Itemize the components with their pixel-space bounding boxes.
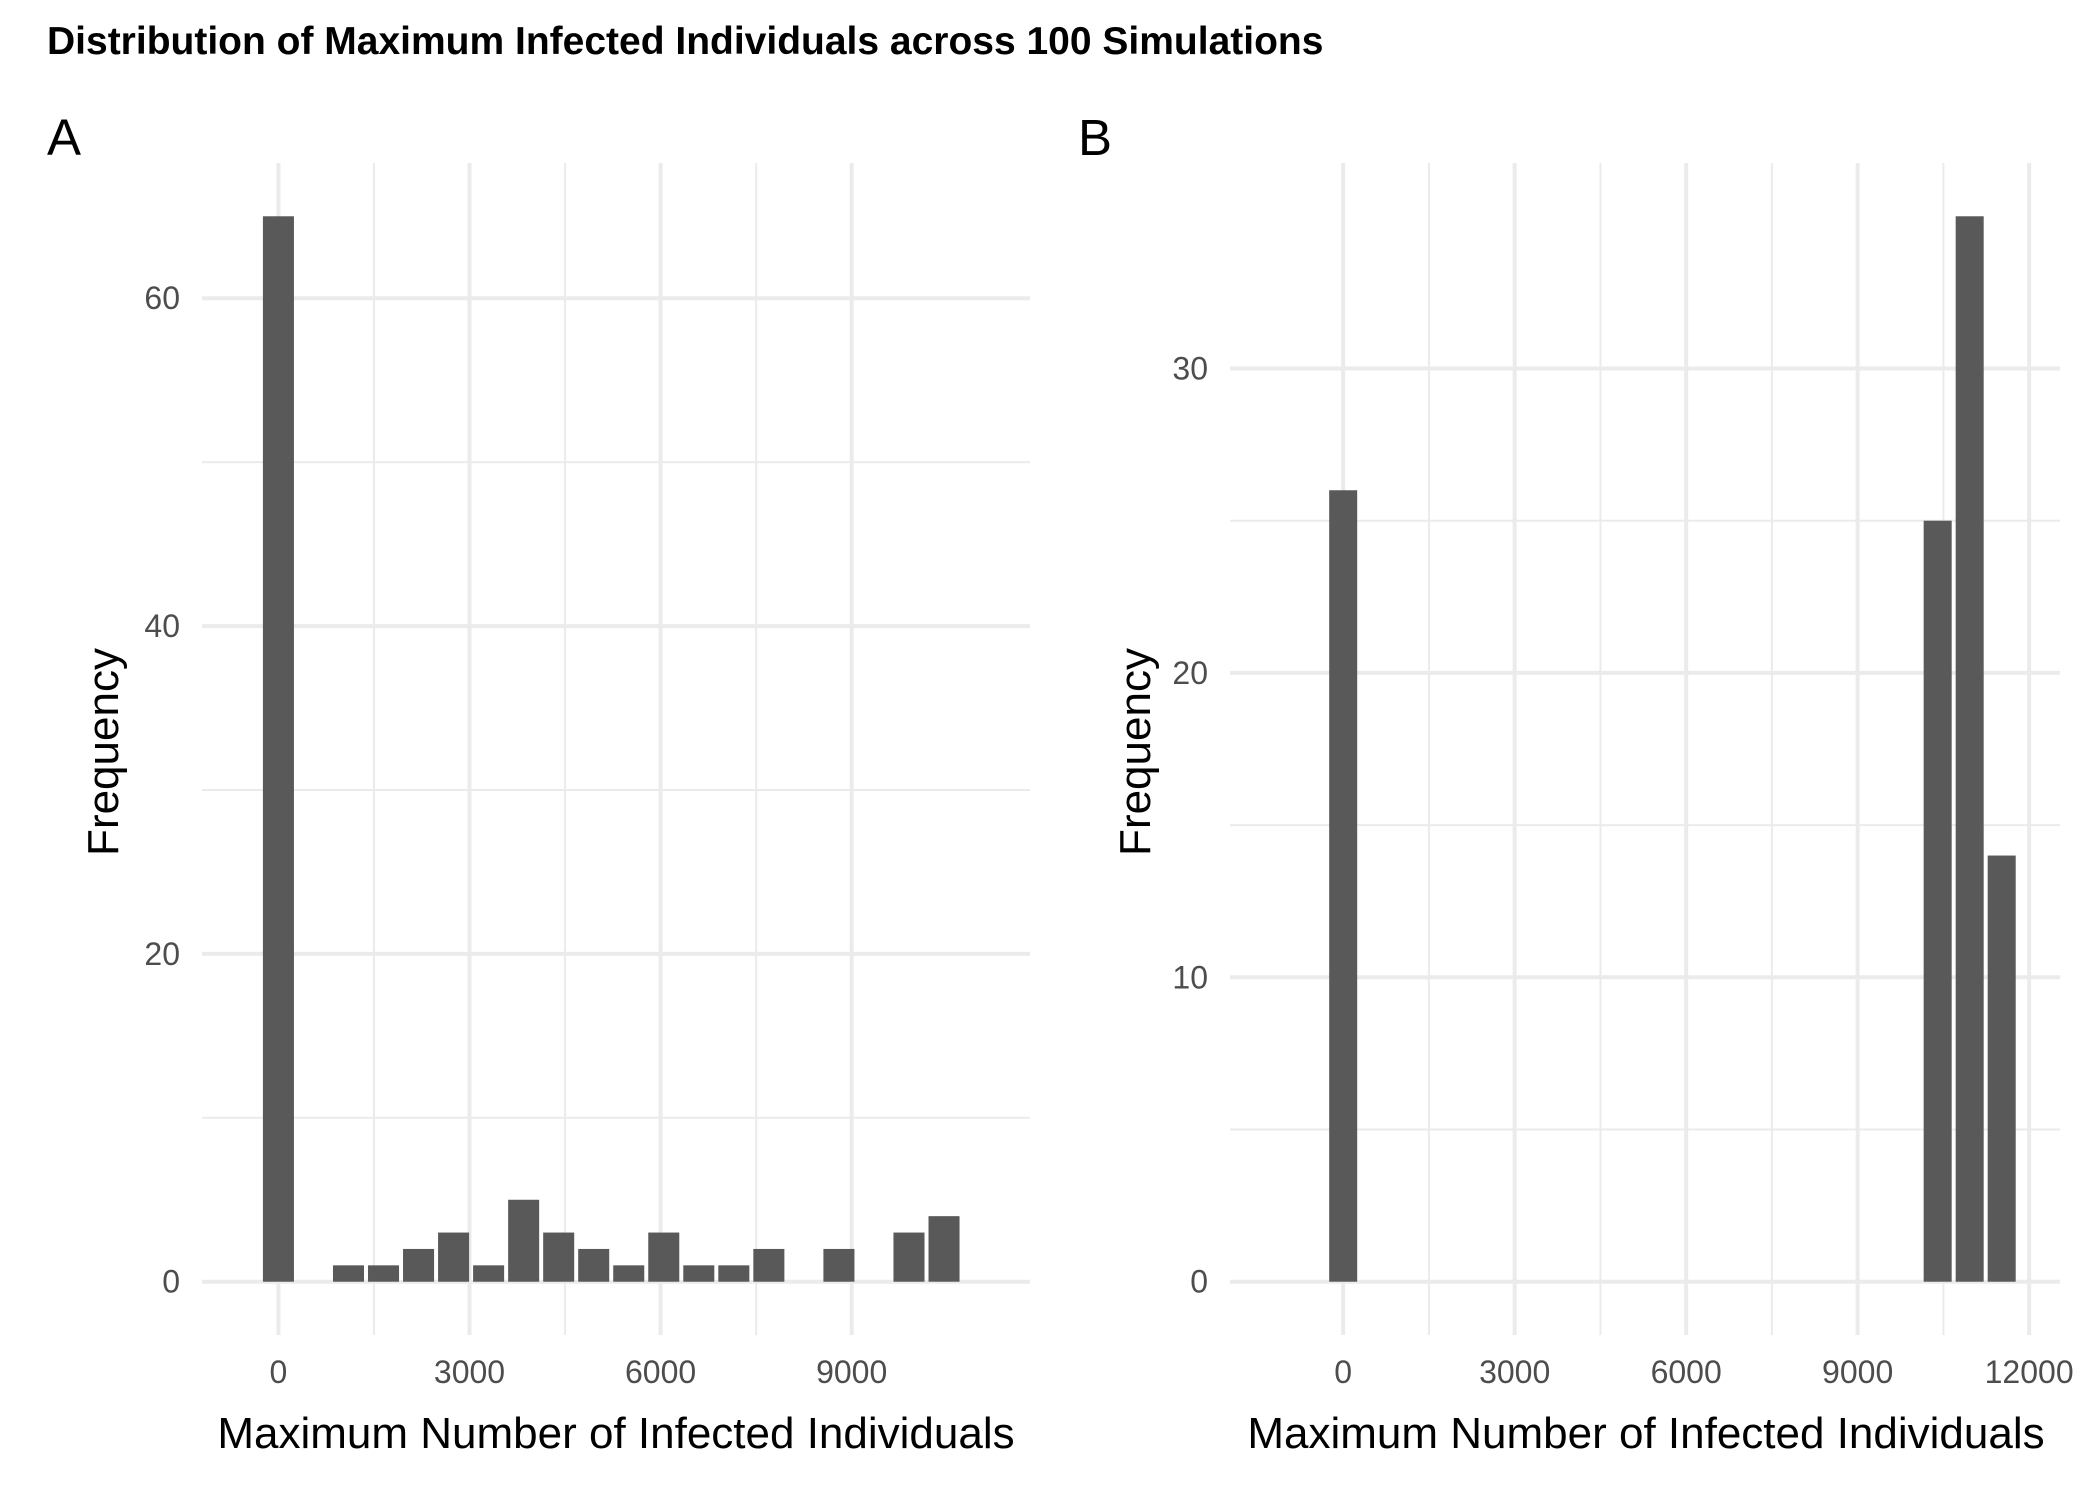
panel-a-tag: A — [47, 109, 81, 166]
y-tick-label: 0 — [1190, 1264, 1208, 1300]
y-tick-label: 10 — [1172, 959, 1208, 995]
y-tick-label: 30 — [1172, 350, 1208, 386]
panel-a-bar — [262, 216, 294, 1282]
panel-a-bar — [683, 1265, 715, 1282]
panel-a-bar — [368, 1265, 400, 1282]
x-tick-label: 12000 — [1985, 1354, 2074, 1390]
y-tick-label: 20 — [144, 936, 180, 972]
panel-a-plot: 0 3000 6000 9000 0 20 40 60 — [144, 163, 1030, 1390]
panel-a-bar — [332, 1265, 365, 1282]
panel-b-bar — [1329, 490, 1358, 1282]
y-tick-label: 20 — [1172, 655, 1208, 691]
x-tick-label: 0 — [1334, 1354, 1352, 1390]
panel-b-bar — [1923, 520, 1952, 1282]
y-tick-label: 60 — [144, 280, 180, 316]
x-tick-label: 3000 — [434, 1354, 505, 1390]
panel-b-plot: 0 3000 6000 9000 12000 0 10 20 30 — [1172, 163, 2074, 1390]
panel-a-bar — [403, 1248, 435, 1282]
y-tick-label: 40 — [144, 608, 180, 644]
panel-a-bar — [648, 1232, 680, 1282]
panel-a-bar — [613, 1265, 645, 1282]
panel-b-bar — [1987, 855, 2016, 1282]
panel-a-bar — [473, 1265, 505, 1282]
x-tick-label: 0 — [270, 1354, 288, 1390]
panel-b-x-axis-title: Maximum Number of Infected Individuals — [1247, 1409, 2044, 1458]
panel-a-x-axis-title: Maximum Number of Infected Individuals — [217, 1409, 1014, 1458]
panel-a-bar — [508, 1199, 540, 1282]
x-tick-label: 9000 — [1822, 1354, 1893, 1390]
panel-b-bar — [1955, 216, 1984, 1282]
panel-b-tag: B — [1078, 109, 1112, 166]
panel-a-bar — [438, 1232, 470, 1282]
x-tick-label: 3000 — [1479, 1354, 1550, 1390]
panel-a-bar — [823, 1248, 855, 1282]
panel-a-bar — [928, 1216, 960, 1282]
x-tick-label: 6000 — [1651, 1354, 1722, 1390]
panel-a-bar — [753, 1248, 785, 1282]
x-tick-label: 9000 — [816, 1354, 887, 1390]
panel-a-y-axis-title: Frequency — [79, 648, 128, 856]
y-tick-label: 0 — [162, 1264, 180, 1300]
panel-a-bar — [578, 1248, 610, 1282]
panel-a-bar — [543, 1232, 575, 1282]
panel-a-bar — [893, 1232, 925, 1282]
x-tick-label: 6000 — [625, 1354, 696, 1390]
figure-title: Distribution of Maximum Infected Individ… — [47, 20, 1323, 63]
panel-a-bar — [718, 1265, 750, 1282]
panel-b-y-axis-title: Frequency — [1111, 648, 1160, 856]
